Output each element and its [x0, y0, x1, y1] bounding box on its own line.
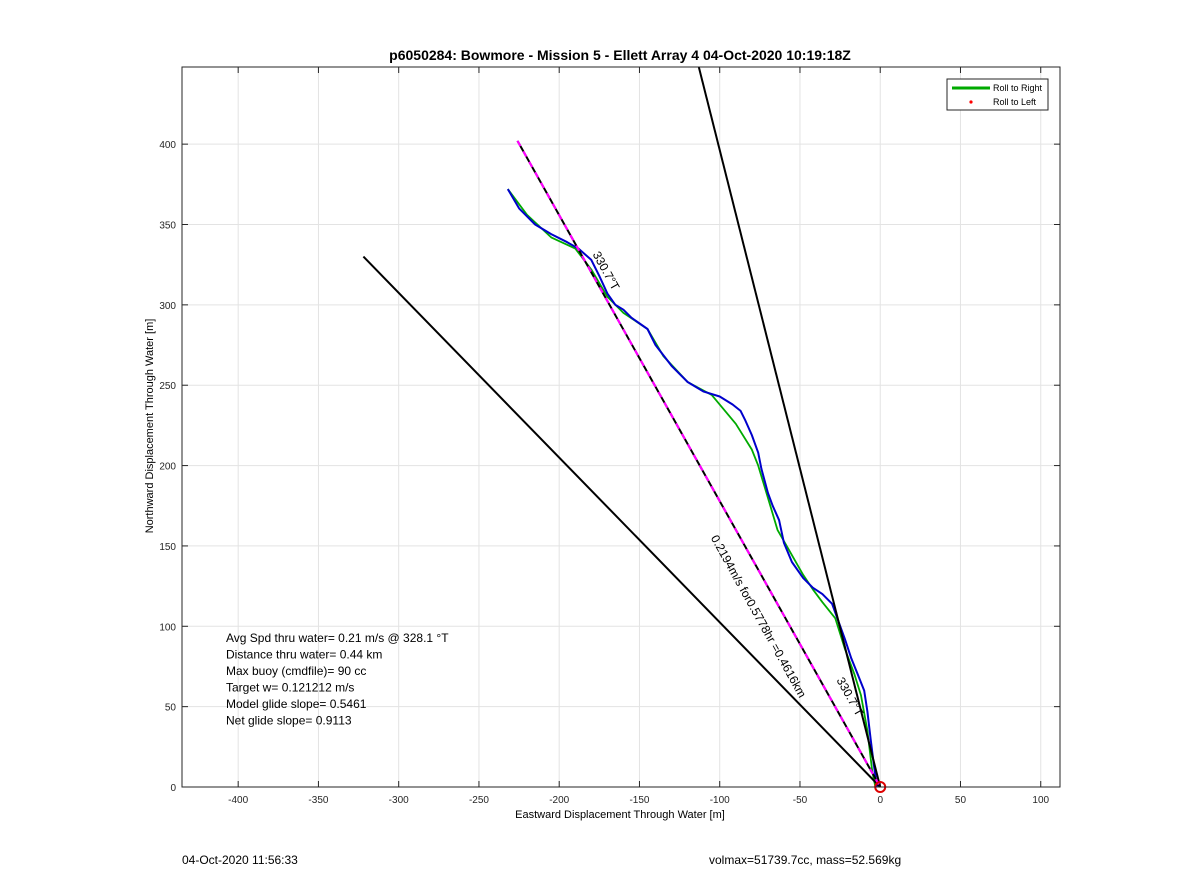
x-tick-label: 0	[877, 795, 883, 806]
legend-box	[946, 78, 1049, 111]
outer-bound-line	[362, 255, 881, 788]
x-tick-label: -200	[549, 795, 569, 806]
legend-label: Roll to Left	[993, 97, 1037, 107]
stats-line: Model glide slope= 0.5461	[226, 697, 367, 711]
x-axis-label: Eastward Displacement Through Water [m]	[515, 809, 725, 821]
upper-bound-line	[697, 66, 882, 788]
stats-line: Max buoy (cmdfile)= 90 cc	[226, 664, 366, 678]
stats-line: Avg Spd thru water= 0.21 m/s @ 328.1 °T	[226, 631, 449, 645]
footer-timestamp: 04-Oct-2020 11:56:33	[182, 853, 298, 867]
y-tick-label: 100	[159, 622, 176, 633]
roll-left-track	[506, 188, 878, 788]
chart-title: p6050284: Bowmore - Mission 5 - Ellett A…	[389, 47, 851, 63]
stats-box: Avg Spd thru water= 0.21 m/s @ 328.1 °T D…	[226, 631, 449, 728]
series-layer	[362, 66, 887, 793]
stats-line: Target w= 0.121212 m/s	[226, 681, 354, 695]
footer-specs: volmax=51739.7cc, mass=52.569kg	[709, 853, 902, 867]
y-tick-label: 0	[170, 783, 176, 794]
x-tick-label: 50	[955, 795, 967, 806]
y-tick-label: 350	[159, 221, 176, 232]
axis-ticks: -400 -350 -300 -250 -200 -150 -100 -50 0 50 100 0 50…	[159, 67, 1060, 806]
x-tick-label: -350	[308, 795, 328, 806]
grid	[182, 67, 1060, 788]
y-tick-label: 50	[165, 703, 177, 714]
heading-line-dash	[516, 140, 882, 788]
y-tick-label: 300	[159, 301, 176, 312]
line-annotation: 330.7°T	[590, 249, 623, 293]
x-tick-label: -150	[629, 795, 649, 806]
y-axis-label: Northward Displacement Through Water [m]	[144, 319, 156, 534]
y-tick-label: 200	[159, 462, 176, 473]
roll-right-track	[507, 188, 877, 788]
x-tick-label: -250	[469, 795, 489, 806]
legend-swatch-dot	[969, 100, 973, 104]
annotations-layer: 330.7°T0.2194m/s for0.5778hr =0.4616km 33…	[590, 249, 867, 719]
x-tick-label: -300	[389, 795, 409, 806]
plot-area	[181, 66, 1061, 788]
stats-line: Net glide slope= 0.9113	[226, 714, 352, 728]
x-tick-label: -100	[710, 795, 730, 806]
x-tick-label: -400	[228, 795, 248, 806]
legend-label: Roll to Right	[993, 83, 1043, 93]
y-tick-label: 250	[159, 381, 176, 392]
y-tick-label: 150	[159, 542, 176, 553]
y-tick-label: 400	[159, 140, 176, 151]
x-tick-label: -50	[793, 795, 808, 806]
legend: Roll to Right Roll to Left	[946, 78, 1049, 111]
x-tick-label: 100	[1032, 795, 1049, 806]
stats-line: Distance thru water= 0.44 km	[226, 648, 382, 662]
